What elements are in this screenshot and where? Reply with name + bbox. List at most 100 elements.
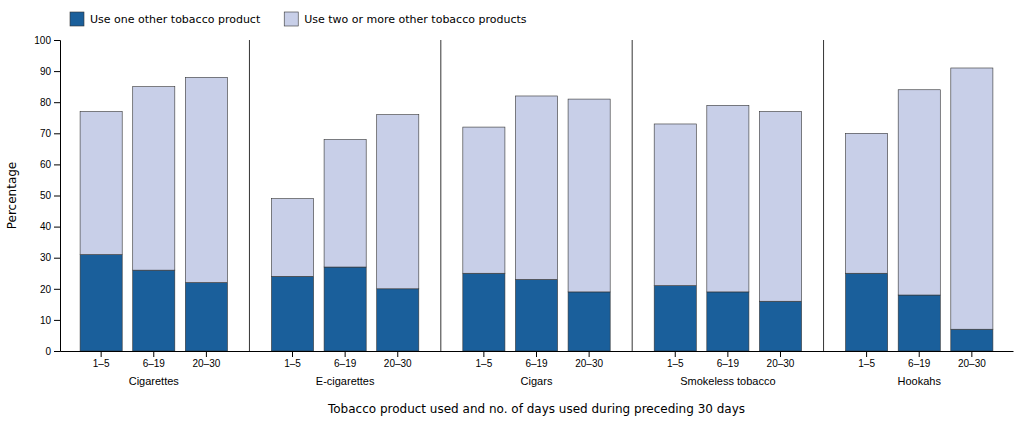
x-tick: 6–19 — [525, 351, 548, 369]
y-tick: 40 — [40, 221, 60, 232]
x-tick: 20–30 — [767, 351, 795, 369]
x-tick-mark — [589, 351, 590, 357]
y-tick-mark — [54, 102, 60, 103]
bar — [515, 96, 557, 279]
group-tick: Cigars — [521, 375, 553, 387]
bar — [846, 273, 888, 351]
group-separator — [249, 40, 250, 351]
y-axis-line — [54, 41, 61, 352]
x-tick: 20–30 — [192, 351, 220, 369]
x-tick-mark — [292, 351, 293, 357]
x-axis-categories: 1–56–1920–30 — [858, 351, 986, 369]
y-tick: 50 — [40, 190, 60, 201]
bar — [759, 112, 801, 302]
y-tick-label: 40 — [40, 221, 52, 232]
x-tick-mark — [345, 351, 346, 357]
y-tick-label: 20 — [40, 284, 52, 295]
group-separator — [632, 40, 633, 351]
x-tick: 1–5 — [667, 351, 684, 369]
x-tick-label: 6–19 — [143, 358, 166, 369]
legend-item: Use one other tobacco product — [70, 12, 261, 26]
x-tick-mark — [971, 351, 972, 357]
y-tick-label: 100 — [34, 35, 51, 46]
bar — [463, 273, 505, 351]
group-label: Smokeless tobacco — [680, 375, 775, 387]
x-tick-label: 20–30 — [384, 358, 412, 369]
y-tick-mark — [54, 71, 60, 72]
x-tick-label: 6–19 — [334, 358, 357, 369]
y-tick: 20 — [40, 284, 60, 295]
y-tick: 70 — [40, 128, 60, 139]
bar — [271, 276, 313, 351]
bar — [185, 283, 227, 351]
group-label: E-cigarettes — [316, 375, 375, 387]
y-tick-mark — [54, 289, 60, 290]
group-separator — [440, 40, 441, 351]
bar — [951, 329, 993, 351]
y-tick: 60 — [40, 159, 60, 170]
chart-container: 0102030405060708090100CigarettesE-cigare… — [0, 0, 1028, 433]
y-tick-label: 80 — [40, 97, 52, 108]
bar — [568, 99, 610, 292]
bar — [80, 112, 122, 255]
y-tick-mark — [54, 227, 60, 228]
y-tick-label: 70 — [40, 128, 52, 139]
x-tick-label: 6–19 — [908, 358, 931, 369]
y-tick-mark — [54, 133, 60, 134]
x-tick-mark — [206, 351, 207, 357]
y-tick: 0 — [45, 346, 60, 357]
x-tick-mark — [483, 351, 484, 357]
legend-swatch — [284, 12, 298, 26]
group-label: Hookahs — [898, 375, 942, 387]
x-tick-mark — [397, 351, 398, 357]
group-tick: E-cigarettes — [316, 375, 375, 387]
bar — [515, 279, 557, 351]
x-tick-label: 6–19 — [525, 358, 548, 369]
x-tick-mark — [727, 351, 728, 357]
x-tick-label: 1–5 — [284, 358, 301, 369]
y-tick: 10 — [40, 315, 60, 326]
group-separator — [823, 40, 824, 351]
y-axis: 0 10 20 30 40 50 60 70 80 90 100 — [34, 35, 60, 357]
y-tick: 80 — [40, 97, 60, 108]
bar — [568, 292, 610, 351]
x-tick-label: 20–30 — [192, 358, 220, 369]
x-axis-categories: 1–5 6–19 20–30 — [476, 351, 604, 369]
y-tick-mark — [54, 196, 60, 197]
y-tick-mark — [54, 164, 60, 165]
bar — [324, 267, 366, 351]
bar — [377, 115, 419, 289]
y-tick-label: 90 — [40, 66, 52, 77]
bar — [707, 292, 749, 351]
x-axis-categories: 1–5 6–19 20–30 — [667, 351, 795, 369]
x-tick: 20–30 — [958, 351, 986, 369]
bar — [654, 124, 696, 286]
plot-area — [80, 68, 993, 351]
x-tick-label: 20–30 — [958, 358, 986, 369]
y-tick-label: 50 — [40, 190, 52, 201]
bar-series — [80, 68, 993, 329]
y-tick: 30 — [40, 252, 60, 263]
x-tick: 1–5 — [476, 351, 493, 369]
x-tick-label: 6–19 — [717, 358, 740, 369]
bar — [377, 289, 419, 351]
bar — [324, 140, 366, 268]
legend-swatch — [70, 12, 84, 26]
x-axis-groups: CigarettesE-cigarettesCigarsSmokeless to… — [61, 352, 1014, 387]
bar — [185, 77, 227, 282]
bar — [133, 270, 175, 351]
legend-label: Use one other tobacco product — [90, 13, 261, 26]
x-tick: 6–19 — [908, 351, 931, 369]
legend: Use one other tobacco productUse two or … — [70, 12, 527, 26]
y-tick-mark — [54, 351, 60, 352]
x-tick: 6–19 — [717, 351, 740, 369]
bar — [707, 105, 749, 292]
y-tick-label: 30 — [40, 252, 52, 263]
y-axis-title: Percentage — [5, 162, 19, 230]
y-tick-label: 10 — [40, 315, 52, 326]
x-tick-label: 1–5 — [93, 358, 110, 369]
bar — [133, 87, 175, 270]
x-tick-label: 20–30 — [575, 358, 603, 369]
x-tick: 20–30 — [384, 351, 412, 369]
x-tick-label: 20–30 — [767, 358, 795, 369]
